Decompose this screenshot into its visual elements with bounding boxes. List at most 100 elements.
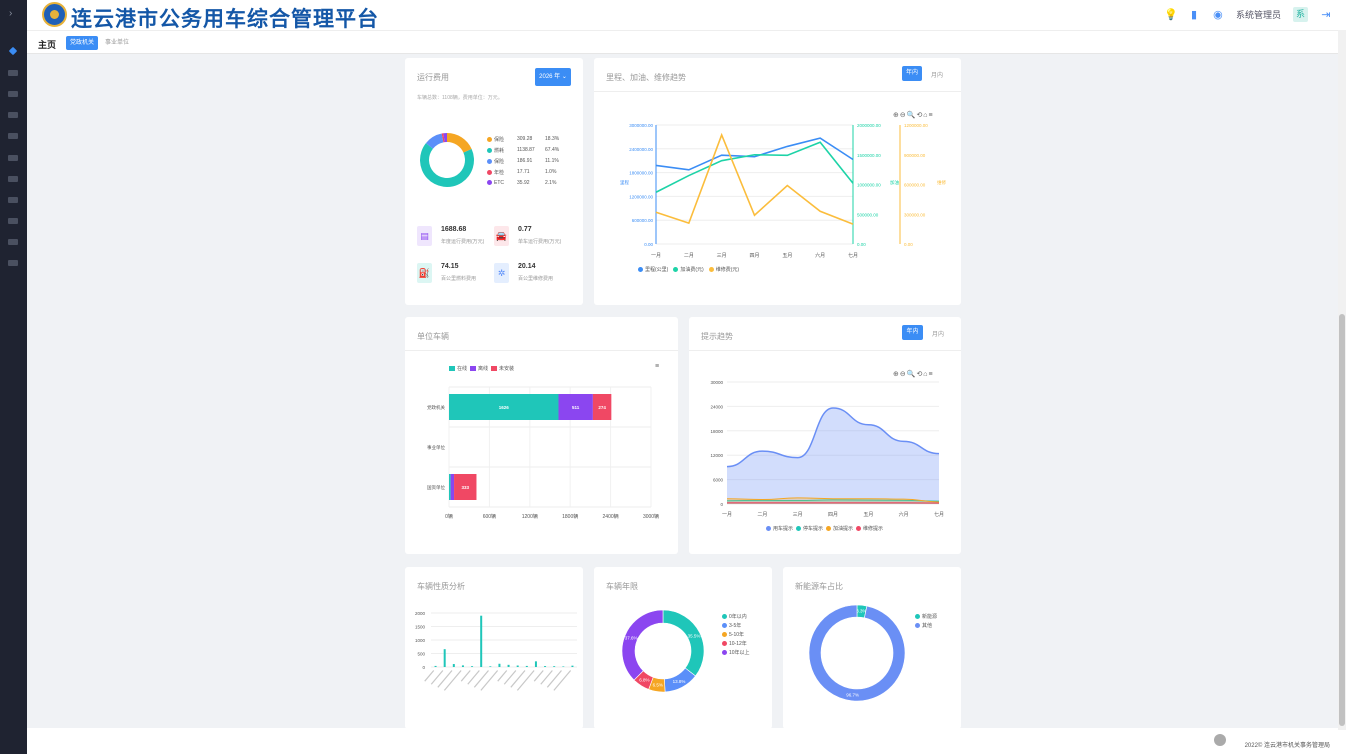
y-tick: 国资单位 — [427, 484, 445, 491]
expand-icon[interactable]: › — [9, 8, 13, 19]
legend-item[interactable]: 10年以上 — [722, 649, 750, 658]
tick-label: 1000000.00 — [857, 183, 881, 188]
legend-item[interactable]: 5-10年 — [722, 631, 750, 640]
slice-label: 96.7% — [846, 692, 859, 697]
sidebar-item-8-icon[interactable] — [8, 197, 18, 203]
chart-toolbox[interactable]: ⊕⊖🔍⟲⌂≡ — [893, 112, 934, 119]
legend-item[interactable]: 里程(公里) — [638, 267, 668, 273]
cost-slice — [425, 133, 444, 149]
y-tick: 6000 — [713, 478, 724, 483]
legend-item[interactable]: 10-12年 — [722, 640, 750, 649]
x-tick: 六月 — [899, 511, 909, 518]
legend-item[interactable]: 维修提示 — [856, 526, 883, 532]
tab-month[interactable]: 月内 — [932, 332, 945, 338]
legend-item[interactable]: 保险 186.91 11.1% — [487, 158, 577, 169]
card-title: 提示趋势 — [701, 332, 733, 341]
stat-value: 74.15 — [441, 263, 459, 270]
bar — [443, 649, 446, 667]
legend-item[interactable]: 3-5年 — [722, 622, 750, 631]
legend-item[interactable]: 停车提示 — [796, 526, 823, 532]
sidebar-item-11-icon[interactable] — [8, 260, 18, 266]
x-tick: 五月 — [782, 253, 792, 259]
username[interactable]: 系统管理员 — [1235, 10, 1281, 20]
menu-icon[interactable]: ≡ — [655, 363, 661, 370]
warning-trend-card: 提示趋势 年内 月内 ⊕⊖🔍⟲⌂≡ 30000 24000 18000 12000 60… — [689, 317, 961, 554]
trend-card: 里程、加油、维修趋势 年内 月内 ⊕⊖🔍⟲⌂≡ 3000000.00 240000… — [594, 58, 961, 305]
bar-chart-icon[interactable]: ▮ — [1190, 8, 1198, 21]
avatar[interactable]: 系 — [1293, 7, 1308, 22]
legend-item[interactable]: 离线 — [470, 366, 488, 372]
scrollbar[interactable] — [1338, 30, 1346, 730]
x-tick: 3000辆 — [643, 513, 659, 520]
y-tick: 1500 — [415, 625, 426, 630]
tab-month[interactable]: 月内 — [931, 73, 944, 79]
slice — [662, 609, 705, 677]
sidebar-item-7-icon[interactable] — [8, 176, 18, 182]
sidebar-item-9-icon[interactable] — [8, 218, 18, 224]
card-title: 单位车辆 — [417, 332, 449, 341]
y-tick: 24000 — [710, 404, 723, 409]
sidebar-item-10-icon[interactable] — [8, 239, 18, 245]
nature-bar-chart: 2000 1500 1000 500 0 — [415, 611, 577, 691]
bar — [544, 666, 547, 667]
footer: 2022© 连云港市机关事务管理局 — [27, 728, 1346, 754]
sidebar-item-3-icon[interactable] — [8, 91, 18, 97]
legend-item[interactable]: 其他 — [915, 622, 937, 631]
legend-item[interactable]: 维修费(元) — [708, 267, 739, 273]
cost-slice — [443, 133, 447, 143]
legend-item[interactable]: 用车提示 — [766, 526, 793, 532]
legend-item[interactable]: 加油费(元) — [673, 267, 704, 273]
globe-icon[interactable]: ◉ — [1213, 8, 1223, 21]
chart-toolbox[interactable]: ⊕⊖🔍⟲⌂≡ — [893, 371, 934, 378]
cost-note: 车辆总数：1108辆，费用单位：万元。 — [417, 95, 503, 101]
sidebar-item-2-icon[interactable] — [8, 70, 18, 76]
x-tick-mark — [430, 670, 444, 685]
x-tick: 1800辆 — [562, 513, 578, 520]
stat-item: 🚘 0.77 单车运行费用(万元) — [494, 226, 569, 250]
unit-vehicle-card: 单位车辆 在线 离线 未安装 ≡ 0辆 600辆 1200辆 1800辆 2400辆 3000… — [405, 317, 678, 554]
sidebar-item-6-icon[interactable] — [8, 155, 18, 161]
y-tick: 500 — [417, 652, 425, 657]
tab-party-organs[interactable]: 党政机关 — [66, 36, 99, 50]
series-line — [655, 141, 854, 193]
sidebar-item-4-icon[interactable] — [8, 112, 18, 118]
tick-label: 0.00 — [644, 242, 653, 247]
series-line — [655, 137, 854, 171]
logout-icon[interactable]: ⇥ — [1321, 8, 1331, 21]
bar — [461, 665, 464, 667]
year-select[interactable]: 2026 年 ⌄ — [535, 68, 571, 86]
lightbulb-icon[interactable]: 💡 — [1163, 8, 1178, 21]
tab-institutions[interactable]: 事业单位 — [105, 40, 130, 46]
y-tick: 党政机关 — [427, 404, 445, 411]
legend-item[interactable]: 保险 309.28 18.3% — [487, 136, 577, 147]
warning-area-chart: 30000 24000 18000 12000 6000 0 一月 二月 三月 四月 五月 六月 七月 — [710, 380, 944, 518]
x-tick: 一月 — [722, 512, 732, 518]
tab-year[interactable]: 年内 — [902, 325, 923, 340]
home-link[interactable]: 主页 — [38, 40, 57, 50]
bar-segment — [558, 394, 593, 420]
stat-label: 单车运行费用(万元) — [518, 239, 562, 245]
tick-label: 0.00 — [857, 242, 866, 247]
x-tick: 五月 — [863, 512, 873, 518]
legend-item[interactable]: 0年以内 — [722, 613, 750, 622]
legend-item[interactable]: 未安装 — [491, 366, 514, 372]
age-donut-chart: 35.5% 13.8% 6.5% 6.8% 37.6% — [621, 609, 705, 693]
support-icon[interactable] — [1214, 734, 1226, 746]
sidebar: › — [0, 0, 27, 754]
axis-label: 维修 — [937, 179, 946, 186]
sub-nav: 主页 党政机关 事业单位 — [27, 30, 1346, 54]
x-tick-mark — [467, 670, 480, 685]
sidebar-item-5-icon[interactable] — [8, 133, 18, 139]
sidebar-item-home-icon[interactable] — [8, 46, 18, 56]
ev-donut-chart: 3.3% 96.7% — [808, 604, 906, 702]
legend-item[interactable]: 在线 — [449, 366, 467, 372]
legend-item[interactable]: 燃耗 1138.87 67.4% — [487, 147, 577, 158]
y-tick: 1000 — [415, 638, 426, 643]
bar — [525, 665, 528, 667]
legend-item[interactable]: 加油提示 — [826, 526, 853, 532]
legend-item[interactable]: 年检 17.71 1.0% — [487, 169, 577, 180]
legend-item[interactable]: ETC 35.92 2.1% — [487, 180, 577, 191]
legend-item[interactable]: 新能源 — [915, 613, 937, 622]
tab-year[interactable]: 年内 — [902, 66, 922, 81]
cost-slice — [441, 133, 445, 143]
